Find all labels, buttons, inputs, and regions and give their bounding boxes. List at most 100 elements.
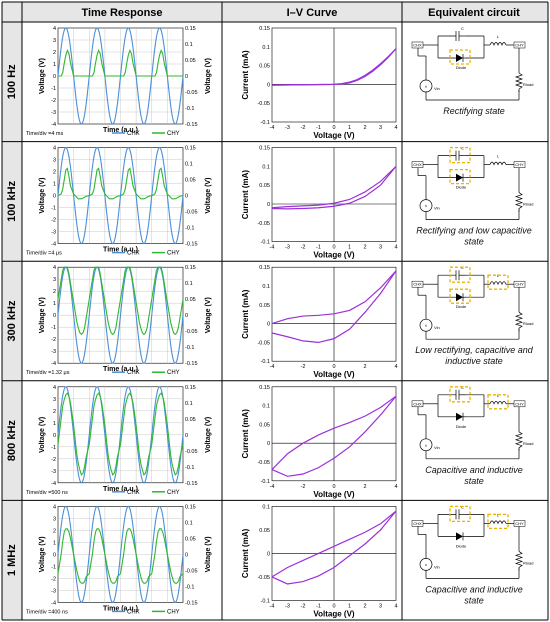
time-left-tick-label: 2: [53, 528, 56, 534]
inductor-symbol: [489, 281, 507, 286]
circuit-caption-line: Rectifying and low capacitive: [416, 226, 532, 236]
time-right-tick-label: -0.1: [185, 345, 194, 351]
time-ylabel-left: Voltage (V): [39, 58, 46, 94]
voltage-source-sign: ±: [425, 442, 428, 447]
time-left-tick-label: 3: [53, 158, 56, 164]
highlight-box-diode: [449, 49, 471, 65]
iv-x-tick-label: -4: [270, 603, 275, 609]
time-right-tick-label: 0.05: [185, 297, 196, 303]
time-left-tick-label: -2: [51, 98, 56, 104]
highlight-box-diode: [449, 168, 471, 185]
iv-y-tick-label: 0.05: [259, 528, 270, 534]
rowlabel-column-bg: [2, 22, 22, 620]
row-frequency-label: 100 Hz: [6, 64, 18, 99]
diode-symbol: [456, 412, 463, 421]
circuit-caption-line: Capacitive and inductive: [425, 584, 523, 594]
iv-x-tick-label: -4: [270, 364, 275, 370]
time-right-tick-label: -0.05: [185, 568, 198, 574]
series-chx-line: [57, 386, 184, 484]
time-left-tick-label: 1: [53, 540, 56, 546]
iv-x-tick-label: 0: [332, 603, 335, 609]
voltage-source-sign: ±: [425, 562, 428, 567]
resistor-symbol: [514, 311, 524, 332]
legend-chy-label: CHY: [167, 251, 180, 257]
inductor-label: L: [497, 154, 500, 159]
iv-x-tick-label: 4: [394, 125, 397, 131]
time-left-tick-label: 1: [53, 182, 56, 188]
time-right-tick-label: 0.05: [185, 417, 196, 423]
iv-y-tick-label: 0.15: [259, 26, 270, 32]
iv-y-tick-label: 0.1: [262, 504, 270, 510]
time-right-tick-label: 0.1: [185, 401, 193, 407]
iv-curve-lower-branch: [271, 166, 397, 210]
time-left-tick-label: 4: [53, 26, 56, 32]
capacitor-label: C: [461, 26, 464, 31]
series-chy-line: [57, 266, 184, 336]
iv-x-tick-label: -4: [270, 125, 275, 131]
time-right-tick-label: 0.1: [185, 281, 193, 287]
highlight-box-ind: [487, 513, 509, 530]
circuit-caption-line: Low rectifying, capacitive and: [415, 345, 534, 355]
time-div-label: Time/div =4 μs: [26, 251, 62, 257]
time-right-tick-label: 0: [185, 74, 188, 80]
iv-ylabel: Current (mA): [241, 170, 250, 220]
header-bg: [2, 2, 548, 22]
iv-curve-lower-branch: [271, 395, 397, 477]
time-left-tick-label: 3: [53, 277, 56, 283]
voltage-source-symbol: [419, 438, 433, 452]
time-left-tick-label: 2: [53, 409, 56, 415]
iv-x-tick-label: 4: [394, 603, 397, 609]
iv-y-tick-label: 0.1: [262, 164, 270, 170]
highlight-box-cap: [449, 386, 471, 403]
iv-y-tick-label: -0.1: [261, 240, 270, 246]
iv-x-tick-label: 2: [363, 364, 366, 370]
iv-y-tick-label: 0: [267, 551, 270, 557]
iv-y-tick-label: 0.1: [262, 404, 270, 410]
circuit-caption-line: inductive state: [445, 356, 503, 366]
time-left-tick-label: -1: [51, 206, 56, 212]
iv-y-tick-label: -0.05: [257, 575, 270, 581]
legend-chx-label: CHX: [127, 251, 140, 257]
time-left-tick-label: 3: [53, 397, 56, 403]
time-left-tick-label: 0: [53, 552, 56, 558]
time-right-tick-label: 0: [185, 433, 188, 439]
voltage-source-symbol: [419, 199, 433, 212]
row-0: 100 Hz -4 -3 -2 -1 0 1 2 3 4 -0.15 -0.1 -0.05 0 0.05 0.…: [6, 26, 534, 140]
iv-x-tick-label: 1: [348, 603, 351, 609]
highlight-box-diode: [449, 288, 471, 304]
circuit-caption-line: Rectifying state: [443, 106, 505, 116]
iv-x-tick-label: -2: [301, 484, 306, 490]
voltage-source-label: Vin: [434, 206, 440, 211]
iv-y-tick-label: 0: [267, 202, 270, 208]
time-ylabel-left: Voltage (V): [39, 417, 46, 453]
time-right-tick-label: 0: [185, 194, 188, 200]
voltage-source-sign: ±: [425, 323, 428, 328]
iv-x-tick-label: -1: [316, 603, 321, 609]
inductor-label: L: [497, 34, 500, 39]
header-equivalent-circuit: Equivalent circuit: [428, 7, 520, 19]
diode-label: Diode: [456, 424, 467, 429]
iv-x-tick-label: -2: [301, 364, 306, 370]
chx-probe-label: CHX: [413, 43, 422, 48]
iv-ylabel: Current (mA): [241, 409, 250, 459]
voltage-source-label: Vin: [434, 325, 440, 330]
resistor-symbol: [514, 551, 524, 571]
time-left-tick-label: -1: [51, 564, 56, 570]
legend-chx-label: CHX: [127, 370, 140, 376]
time-right-tick-label: -0.05: [185, 449, 198, 455]
resistor-label: Rload: [523, 560, 533, 565]
iv-x-tick-label: -1: [316, 125, 321, 131]
time-left-tick-label: 2: [53, 289, 56, 295]
resistor-label: Rload: [523, 441, 533, 446]
iv-xlabel: Voltage (V): [313, 370, 355, 379]
voltage-source-sign: ±: [425, 84, 428, 89]
time-left-tick-label: -4: [51, 481, 56, 487]
iv-curve-upper-branch: [271, 395, 397, 470]
time-right-tick-label: -0.1: [185, 465, 194, 471]
legend-chy-label: CHY: [167, 609, 180, 615]
iv-y-tick-label: -0.1: [261, 479, 270, 485]
highlight-box-cap: [449, 266, 471, 283]
row-frequency-label: 300 kHz: [6, 300, 18, 341]
